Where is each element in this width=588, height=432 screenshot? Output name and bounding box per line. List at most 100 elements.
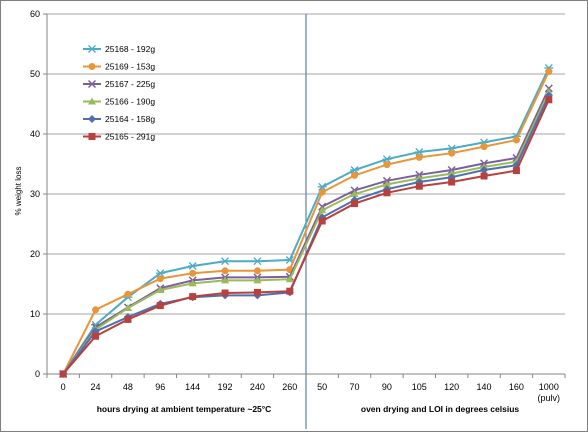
- x-tick-label-12: 120: [444, 382, 459, 392]
- point-0-5: [220, 257, 230, 266]
- y-axis-label: % weight loss: [14, 167, 23, 216]
- point-3-2: [123, 304, 132, 311]
- x-tick-label-2: 48: [123, 382, 133, 392]
- x-tick-label-3: 96: [155, 382, 165, 392]
- legend-label-3: 25166 - 190g: [105, 97, 155, 107]
- point-5-14: [512, 167, 520, 175]
- series-group: [58, 64, 554, 379]
- point-0-3: [155, 269, 165, 278]
- point-5-13: [480, 172, 488, 180]
- x-tick-label-4: 144: [185, 382, 200, 392]
- point-3-3: [156, 286, 165, 293]
- point-5-4: [189, 293, 197, 301]
- point-5-10: [383, 189, 391, 197]
- point-1-2: [124, 290, 132, 298]
- point-4-13: [480, 166, 489, 174]
- point-1-4: [189, 269, 197, 277]
- legend-swatch-marker-0: [87, 45, 97, 53]
- legend-swatch-marker-4: [88, 115, 96, 123]
- legend-swatch-marker-1: [88, 63, 96, 70]
- x-tick-label-14: 160: [509, 382, 524, 392]
- point-3-8: [318, 206, 327, 214]
- y-tick-label-40: 40: [30, 129, 40, 139]
- point-1-9: [351, 171, 359, 179]
- section-label-ambient: hours drying at ambient temperature ~25°…: [97, 404, 272, 414]
- legend-label-0: 25168 - 192g: [105, 44, 155, 54]
- legend-item-2: 25167 - 225g: [83, 79, 155, 89]
- point-5-5: [221, 289, 229, 297]
- point-3-12: [447, 169, 456, 177]
- x-tick-labels: 0 24 48 96 144 192 240 260 50 70 90 105 120 140 160 100…: [61, 382, 560, 403]
- point-3-10: [382, 180, 391, 188]
- point-1-13: [480, 143, 488, 151]
- series-3: [59, 88, 553, 377]
- point-1-14: [512, 136, 520, 144]
- point-1-11: [415, 153, 423, 161]
- legend-item-4: 25164 - 158g: [83, 114, 155, 124]
- x-tick-label-8: 50: [317, 382, 327, 392]
- y-tick-label-10: 10: [30, 309, 40, 319]
- point-5-7: [286, 287, 294, 295]
- point-1-1: [92, 306, 100, 314]
- point-3-11: [415, 174, 424, 182]
- point-1-5: [221, 267, 229, 275]
- point-0-6: [252, 257, 262, 266]
- point-5-8: [318, 217, 326, 225]
- point-5-11: [415, 182, 423, 190]
- point-1-12: [448, 149, 456, 157]
- legend-label-1: 25169 - 153g: [105, 62, 155, 72]
- point-1-8: [318, 188, 326, 196]
- point-5-6: [253, 288, 261, 296]
- point-0-8: [317, 182, 327, 191]
- legend-swatch-marker-2: [87, 79, 97, 89]
- series-line-1: [62, 71, 550, 375]
- point-1-15: [545, 68, 553, 76]
- point-3-9: [350, 190, 359, 197]
- y-tick-label-50: 50: [30, 69, 40, 79]
- point-1-6: [253, 267, 261, 275]
- legend-label-4: 25164 - 158g: [105, 114, 155, 124]
- point-0-10: [382, 155, 392, 164]
- series-line-5: [62, 99, 550, 375]
- point-5-12: [448, 178, 456, 186]
- y-tick-labels: 0 10 20 30 40 50 60: [30, 9, 40, 379]
- x-tick-label-7: 260: [282, 382, 297, 392]
- legend-item-5: 25165 - 291g: [83, 132, 155, 142]
- point-3-5: [221, 276, 230, 284]
- point-5-0: [59, 370, 67, 378]
- y-tick-label-30: 30: [30, 189, 40, 199]
- x-tick-label-5: 192: [218, 382, 233, 392]
- y-tick-label-60: 60: [30, 9, 40, 19]
- section-label-oven: oven drying and LOI in degrees celsius: [361, 404, 520, 414]
- point-1-10: [383, 161, 391, 169]
- legend-item-3: 25166 - 190g: [83, 97, 155, 107]
- x-tick-label-9: 70: [350, 382, 360, 392]
- x-tick-label-6: 240: [250, 382, 265, 392]
- point-5-15: [545, 96, 553, 104]
- point-5-9: [351, 200, 359, 208]
- series-line-3: [62, 91, 550, 375]
- series-line-0: [62, 67, 550, 375]
- legend-swatch-marker-3: [88, 97, 96, 105]
- point-0-9: [350, 166, 360, 174]
- point-0-4: [188, 262, 198, 270]
- x-tick-label-0: 0: [61, 382, 66, 392]
- point-3-4: [188, 279, 197, 287]
- point-0-11: [414, 148, 424, 156]
- legend: 25168 - 192g 25169 - 153g 25167 - 225g 2516…: [83, 44, 155, 142]
- point-3-15: [544, 88, 553, 95]
- legend-label-5: 25165 - 291g: [105, 132, 155, 142]
- series-5: [59, 96, 553, 378]
- point-1-3: [156, 275, 164, 283]
- legend-item-0: 25168 - 192g: [83, 44, 155, 54]
- x-tick-label-1: 24: [91, 382, 101, 392]
- y-tick-label-20: 20: [30, 249, 40, 259]
- x-tick-sublabel: (pulv): [538, 393, 561, 403]
- x-tick-label-10: 90: [382, 382, 392, 392]
- x-tick-label-13: 140: [477, 382, 492, 392]
- point-5-2: [124, 315, 132, 323]
- legend-label-2: 25167 - 225g: [105, 79, 155, 89]
- axes: [43, 13, 566, 378]
